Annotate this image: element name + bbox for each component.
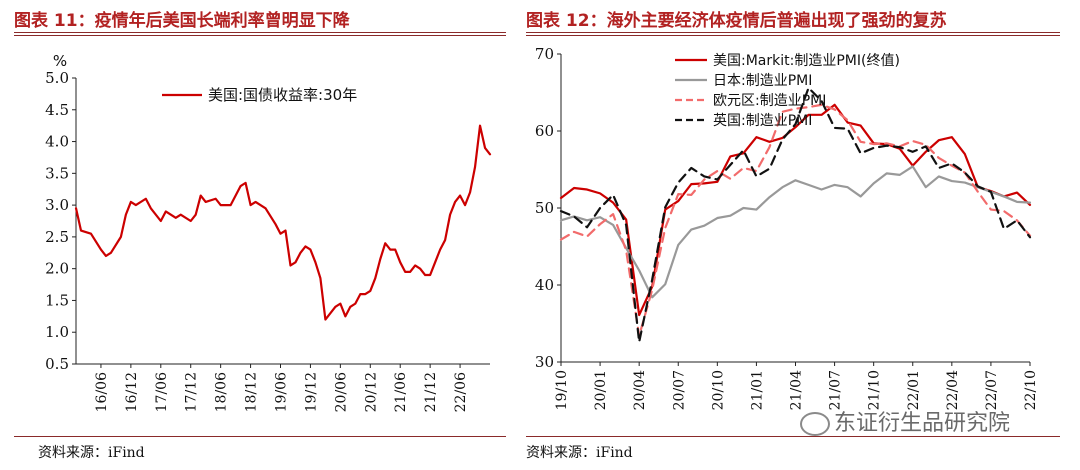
y-tick-label: 1.0 bbox=[45, 323, 69, 341]
series-line-3 bbox=[559, 86, 1032, 344]
series-line-1 bbox=[559, 165, 1032, 299]
legend-label-0: 美国:Markit:制造业PMI(终值) bbox=[713, 53, 900, 69]
x-tick-label: 19/12 bbox=[303, 372, 319, 412]
x-tick-label: 22/06 bbox=[453, 372, 469, 412]
left-bottom-rule bbox=[14, 436, 506, 437]
left-chart-title: 图表 11：疫情年后美国长端利率曾明显下降 bbox=[14, 11, 350, 31]
x-tick-label: 22/01 bbox=[906, 370, 922, 410]
right-title-rule bbox=[526, 32, 1060, 33]
x-tick-label: 16/12 bbox=[124, 372, 140, 412]
right-bottom-rule bbox=[526, 436, 1060, 437]
y-tick-label: 2.5 bbox=[45, 228, 69, 246]
y-tick-label: 2.0 bbox=[45, 260, 69, 278]
right-chart-title: 图表 12：海外主要经济体疫情后普遍出现了强劲的复苏 bbox=[526, 11, 947, 31]
legend-label-1: 日本:制造业PMI bbox=[713, 73, 812, 89]
y-tick-label: 40 bbox=[535, 276, 554, 294]
y-tick-label: 4.0 bbox=[45, 133, 69, 151]
y-tick-label: 30 bbox=[535, 353, 554, 371]
y-tick-label: 1.5 bbox=[45, 291, 69, 309]
x-tick-label: 21/01 bbox=[749, 370, 765, 410]
series-line-0 bbox=[74, 124, 492, 321]
x-tick-label: 17/06 bbox=[154, 372, 170, 412]
left-source-note: 资料来源：iFind bbox=[38, 445, 145, 461]
left-chart: 0.5 1.0 1.5 2.0 2.5 3.0 3.5 4.0 4.5 5.0% 16/06 16/1… bbox=[45, 52, 492, 412]
legend-label-0: 美国:国债收益率:30年 bbox=[208, 86, 357, 104]
left-title-rule-thin bbox=[14, 35, 506, 36]
y-tick-label: 4.5 bbox=[45, 101, 69, 119]
x-tick-label: 20/01 bbox=[593, 370, 609, 410]
series-line-0 bbox=[559, 103, 1032, 317]
right-chart: 30 40 50 60 70 19/10 20/01 20/04 20/07 20/10 21/01… bbox=[535, 45, 1039, 410]
y-tick-label: 3.5 bbox=[45, 164, 69, 182]
x-tick-label: 20/07 bbox=[671, 370, 687, 410]
y-tick-label: 70 bbox=[535, 45, 554, 63]
x-tick-label: 20/04 bbox=[632, 370, 648, 410]
x-tick-label: 21/04 bbox=[789, 370, 805, 410]
series-line-2 bbox=[559, 103, 1032, 337]
x-tick-label: 20/10 bbox=[710, 370, 726, 410]
legend-label-2: 欧元区:制造业PMI bbox=[713, 93, 826, 109]
y-tick-label: 50 bbox=[535, 199, 554, 217]
watermark: 东证衍生品研究院 bbox=[800, 405, 1010, 437]
right-source-note: 资料来源：iFind bbox=[526, 445, 633, 461]
left-title-rule bbox=[14, 32, 506, 33]
x-tick-label: 19/06 bbox=[274, 372, 290, 412]
x-tick-label: 17/12 bbox=[184, 372, 200, 412]
x-tick-label: 21/07 bbox=[828, 370, 844, 410]
y-tick-label: 0.5 bbox=[45, 355, 69, 373]
x-tick-label: 21/06 bbox=[393, 372, 409, 412]
x-tick-label: 22/10 bbox=[1023, 370, 1039, 410]
y-tick-label: 60 bbox=[535, 122, 554, 140]
legend-label-3: 英国:制造业PMI bbox=[713, 112, 812, 129]
right-title-rule-thin bbox=[526, 35, 1060, 36]
x-tick-label: 18/06 bbox=[214, 372, 230, 412]
x-tick-label: 19/10 bbox=[554, 370, 570, 410]
x-tick-label: 16/06 bbox=[94, 372, 110, 412]
x-tick-label: 22/07 bbox=[984, 370, 1000, 410]
wechat-icon bbox=[800, 412, 830, 436]
x-tick-label: 18/12 bbox=[244, 372, 260, 412]
y-axis-unit-label: % bbox=[53, 52, 67, 70]
y-tick-label: 3.0 bbox=[45, 196, 69, 214]
x-tick-label: 22/04 bbox=[945, 370, 961, 410]
x-tick-label: 21/10 bbox=[867, 370, 883, 410]
x-tick-label: 21/12 bbox=[423, 372, 439, 412]
x-tick-label: 20/06 bbox=[333, 372, 349, 412]
x-tick-label: 20/12 bbox=[363, 372, 379, 412]
watermark-text: 东证衍生品研究院 bbox=[834, 411, 1011, 436]
y-tick-label: 5.0 bbox=[45, 69, 69, 87]
